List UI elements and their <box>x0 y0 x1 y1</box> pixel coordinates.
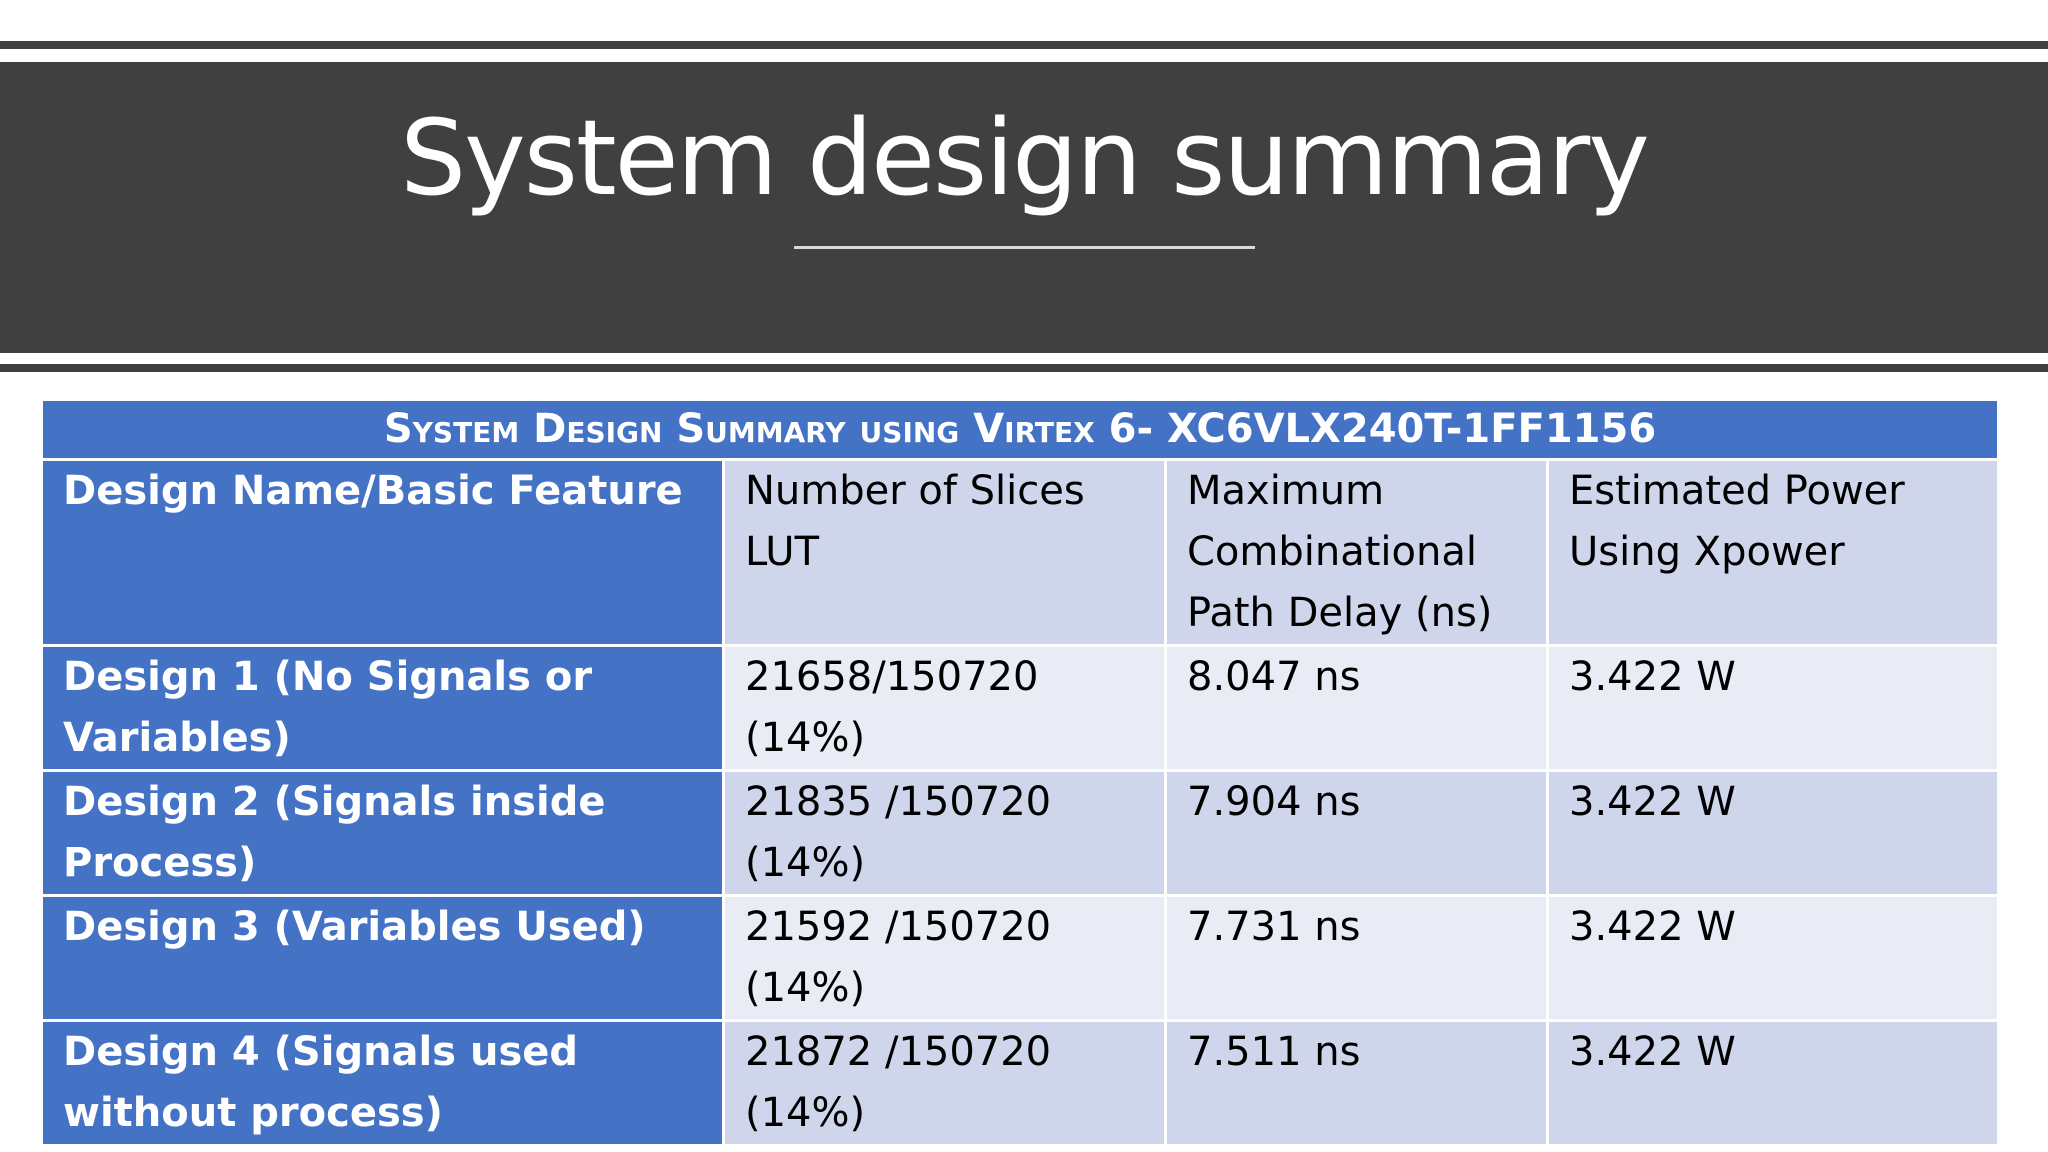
slices-cell: 21835 /150720 (14%) <box>722 769 1167 897</box>
slices-cell: 21658/150720 (14%) <box>722 644 1167 772</box>
table-row: Design 4 (Signals used without process) … <box>40 1019 2001 1147</box>
header-line: Path Delay (ns) <box>1187 590 1493 636</box>
summary-table-wrap: System Design Summary using Virtex 6- XC… <box>39 398 2001 1147</box>
design-name-line: Variables) <box>63 715 291 761</box>
power-cell: 3.422 W <box>1545 769 2001 897</box>
delay-cell: 7.904 ns <box>1164 769 1549 897</box>
header-power: Estimated Power Using Xpower <box>1545 458 2001 647</box>
slices-line: 21872 /150720 <box>745 1029 1052 1075</box>
slices-line: (14%) <box>745 840 866 886</box>
design-name-line: Design 2 (Signals inside <box>63 779 606 825</box>
design-name-line: without process) <box>63 1090 443 1136</box>
delay-cell: 8.047 ns <box>1164 644 1549 772</box>
design-name-line: Design 4 (Signals used <box>63 1029 579 1075</box>
header-line: Estimated Power <box>1569 468 1905 514</box>
table-row: Design 3 (Variables Used) 21592 /150720 … <box>40 894 2001 1022</box>
design-name-line: Design 1 (No Signals or <box>63 654 593 700</box>
design-name-cell: Design 1 (No Signals or Variables) <box>40 644 725 772</box>
table-header-row: Design Name/Basic Feature Number of Slic… <box>40 458 2001 647</box>
header-delay: Maximum Combinational Path Delay (ns) <box>1164 458 1549 647</box>
design-name-line: Process) <box>63 840 257 886</box>
slices-cell: 21592 /150720 (14%) <box>722 894 1167 1022</box>
table-row: Design 1 (No Signals or Variables) 21658… <box>40 644 2001 772</box>
header-line: Number of Slices <box>745 468 1085 514</box>
slide-title: System design summary <box>400 97 1650 219</box>
delay-cell: 7.511 ns <box>1164 1019 1549 1147</box>
summary-table: System Design Summary using Virtex 6- XC… <box>39 398 2001 1147</box>
top-rule <box>0 41 2048 49</box>
header-design-name: Design Name/Basic Feature <box>40 458 725 647</box>
slices-line: 21658/150720 <box>745 654 1039 700</box>
power-cell: 3.422 W <box>1545 1019 2001 1147</box>
header-line: LUT <box>745 529 820 575</box>
table-caption: System Design Summary using Virtex 6- XC… <box>39 398 2001 461</box>
design-name-cell: Design 4 (Signals used without process) <box>40 1019 725 1147</box>
slices-cell: 21872 /150720 (14%) <box>722 1019 1167 1147</box>
header-line: Design Name/Basic Feature <box>63 468 683 514</box>
slices-line: (14%) <box>745 1090 866 1136</box>
header-line: Using Xpower <box>1569 529 1845 575</box>
header-line: Maximum <box>1187 468 1385 514</box>
header-slices: Number of Slices LUT <box>722 458 1167 647</box>
design-name-cell: Design 3 (Variables Used) <box>40 894 725 1022</box>
design-name-line: Design 3 (Variables Used) <box>63 904 646 950</box>
table-row: Design 2 (Signals inside Process) 21835 … <box>40 769 2001 897</box>
table-caption-row: System Design Summary using Virtex 6- XC… <box>39 398 2001 461</box>
slices-line: (14%) <box>745 965 866 1011</box>
design-name-cell: Design 2 (Signals inside Process) <box>40 769 725 897</box>
bottom-rule <box>0 364 2048 372</box>
delay-cell: 7.731 ns <box>1164 894 1549 1022</box>
title-underline <box>794 246 1255 249</box>
slices-line: (14%) <box>745 715 866 761</box>
title-band <box>0 62 2048 353</box>
power-cell: 3.422 W <box>1545 644 2001 772</box>
header-line: Combinational <box>1187 529 1477 575</box>
slices-line: 21835 /150720 <box>745 779 1052 825</box>
power-cell: 3.422 W <box>1545 894 2001 1022</box>
slices-line: 21592 /150720 <box>745 904 1052 950</box>
